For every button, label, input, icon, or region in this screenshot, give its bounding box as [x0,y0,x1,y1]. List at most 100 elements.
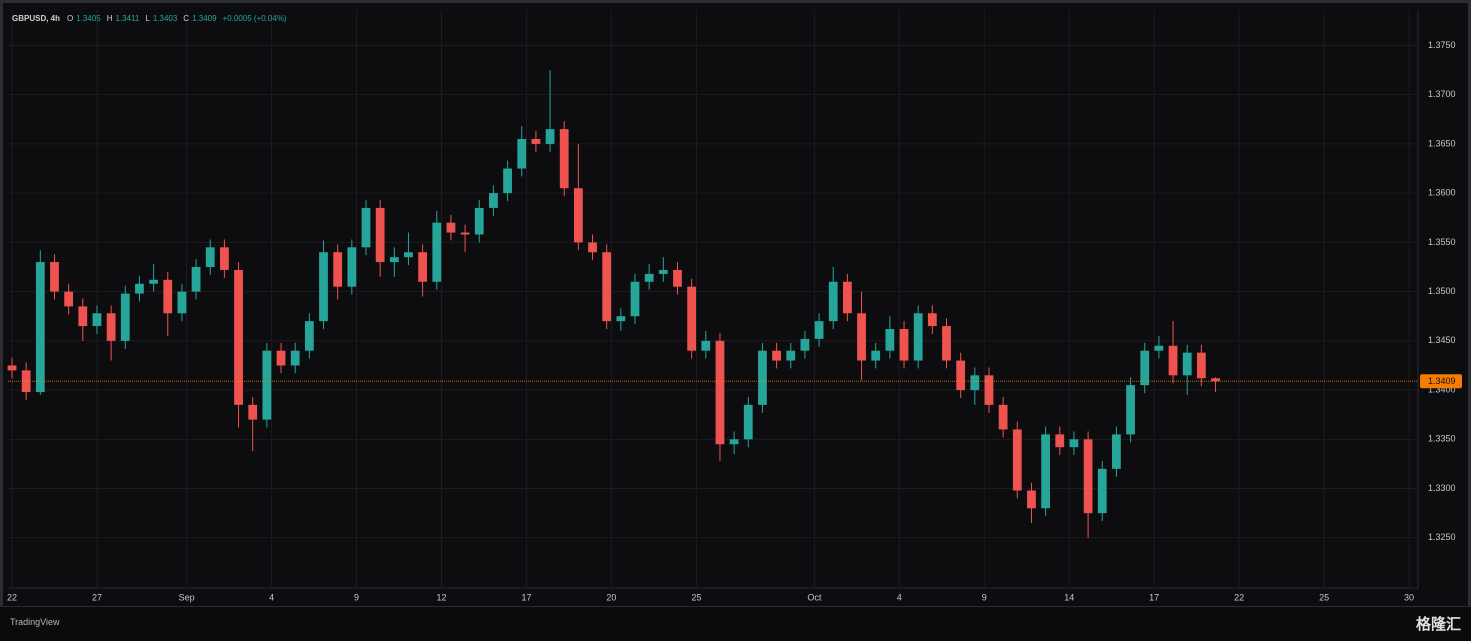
candle-body [984,375,994,405]
candle-body [701,340,711,351]
x-tick-label: 4 [269,592,274,602]
candle-body [375,207,385,263]
candle-body [644,273,654,282]
candle-body [559,129,569,189]
candle-body [474,207,484,235]
candle-body [956,360,966,391]
x-tick-label: 17 [1149,592,1159,602]
candle-body [1027,490,1036,509]
y-tick-label: 1.3650 [1428,138,1456,148]
candle-body [1196,352,1206,379]
candle-body [234,269,243,405]
candle-body [1126,385,1135,435]
x-tick-label: 14 [1064,592,1074,602]
legend-value: 1.3403 [152,14,178,23]
candle-body [7,365,17,371]
candle-body [1097,468,1107,514]
candle-body [1083,439,1093,514]
x-tick-label: 25 [691,592,701,602]
candle-body [446,222,456,233]
candle-body [1168,345,1178,376]
candle-body [191,266,201,292]
candle-body [319,252,328,322]
legend-label: C [183,14,190,23]
y-tick-label: 1.3250 [1428,532,1456,542]
x-tick-label: Sep [179,592,195,602]
candle-body [78,306,88,327]
candle-body [92,313,102,327]
candle-body [1055,434,1065,448]
candle-body [205,247,215,267]
candle-body [1112,434,1121,469]
candle-body [64,291,74,307]
candle-body [942,326,951,361]
candle-body [163,279,173,314]
candle-body [588,242,597,253]
x-tick-label: 25 [1319,592,1329,602]
candle-body [743,404,753,440]
candle-body [800,338,810,351]
last-price-label: 1.3409 [1428,376,1456,386]
candle-body [814,321,824,339]
candle-body [432,222,442,282]
candle-body [106,313,116,341]
candle-body [729,439,739,445]
x-tick-label: 12 [436,592,446,602]
x-tick-label: 9 [982,592,987,602]
candle-body [389,257,399,263]
y-tick-label: 1.3400 [1428,384,1456,394]
candle-body [1041,434,1051,509]
legend-label: O [67,14,74,23]
symbol: GBPUSD, 4h [12,14,61,23]
candle-body [489,193,498,208]
candle-body [913,313,923,361]
candle-body [1012,429,1022,491]
y-tick-label: 1.3300 [1428,483,1456,493]
x-tick-label: 9 [354,592,359,602]
legend-value: 1.3411 [115,14,140,23]
candle-body [262,350,272,420]
candle-body [248,404,258,420]
x-tick-label: 30 [1404,592,1414,602]
candle-body [715,340,725,445]
candle-body [35,262,45,393]
candle-body [616,316,626,322]
candle-body [857,313,866,361]
candle-body [772,350,781,361]
candle-body [135,283,144,294]
chart: 1.3250 1.3300 1.3350 1.3400 1.3450 1.3500 1.35… [7,10,1462,602]
y-tick-label: 1.3550 [1428,237,1456,247]
candle-body [347,247,357,287]
candle-body [503,168,512,194]
candle-body [220,247,229,270]
ohlc-legend: GBPUSD, 4h O 1.3405 H 1.3411 L 1.3403 C 1.34… [12,14,290,23]
x-tick-label: 4 [897,592,902,602]
candle-body [545,129,555,144]
y-tick-label: 1.3500 [1428,286,1456,296]
candle-body [843,281,852,314]
candle-body [630,281,640,317]
candle-body [786,350,796,361]
last-price-tag [1420,374,1462,389]
y-tick-label: 1.3750 [1428,40,1456,50]
candle-body [361,207,371,248]
candle-body [758,350,767,405]
candle-body [1182,352,1192,376]
x-tick-label: Oct [807,592,822,602]
candle-body [1211,378,1220,382]
candle-body [304,321,314,351]
candle-body [418,252,428,282]
candle-body [460,232,470,235]
candle-body [290,350,300,366]
legend-value: 1.3409 [192,14,217,23]
chart-frame [3,3,1468,637]
candle-body [871,350,881,361]
candle-body [177,291,187,314]
brand[interactable]: TradingView [10,617,60,627]
candle-body [50,262,59,292]
candle-body [828,281,838,322]
candle-body [673,269,682,287]
candle-body [970,375,980,391]
candle-body [1140,350,1150,386]
